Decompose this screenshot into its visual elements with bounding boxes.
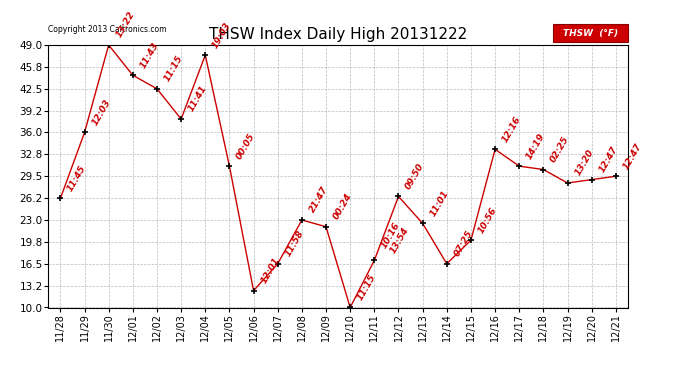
- Text: 11:01: 11:01: [428, 189, 451, 218]
- Text: 19:03: 19:03: [211, 20, 233, 50]
- Text: 11:45: 11:45: [66, 164, 88, 193]
- Text: 11:15: 11:15: [356, 273, 378, 302]
- Text: 14:19: 14:19: [525, 131, 547, 160]
- Text: 00:24: 00:24: [332, 192, 354, 221]
- Text: 11:41: 11:41: [187, 84, 209, 114]
- Text: 21:47: 21:47: [308, 185, 330, 214]
- Text: 11:43: 11:43: [139, 40, 161, 70]
- Text: 11:15: 11:15: [163, 54, 185, 83]
- Text: 13:22: 13:22: [115, 10, 137, 39]
- Title: THSW Index Daily High 20131222: THSW Index Daily High 20131222: [209, 27, 467, 42]
- Text: THSW  (°F): THSW (°F): [562, 29, 618, 38]
- Text: 09:50: 09:50: [404, 162, 426, 191]
- Text: 12:01: 12:01: [259, 256, 282, 285]
- Text: 12:47: 12:47: [598, 145, 620, 174]
- Text: 02:25: 02:25: [549, 135, 571, 164]
- Text: 07:25: 07:25: [453, 229, 475, 258]
- Text: 12:03: 12:03: [90, 98, 112, 127]
- Text: 11:58: 11:58: [284, 229, 306, 258]
- Text: 13:20: 13:20: [573, 148, 595, 177]
- Text: 10:16
13:54: 10:16 13:54: [380, 220, 411, 255]
- Bar: [553, 24, 628, 42]
- Text: 12:16: 12:16: [501, 114, 523, 144]
- Text: 00:05: 00:05: [235, 131, 257, 160]
- Text: Copyright 2013 Caltronics.com: Copyright 2013 Caltronics.com: [48, 26, 167, 34]
- Text: 10:56: 10:56: [477, 206, 499, 235]
- Text: 12:47: 12:47: [622, 141, 644, 171]
